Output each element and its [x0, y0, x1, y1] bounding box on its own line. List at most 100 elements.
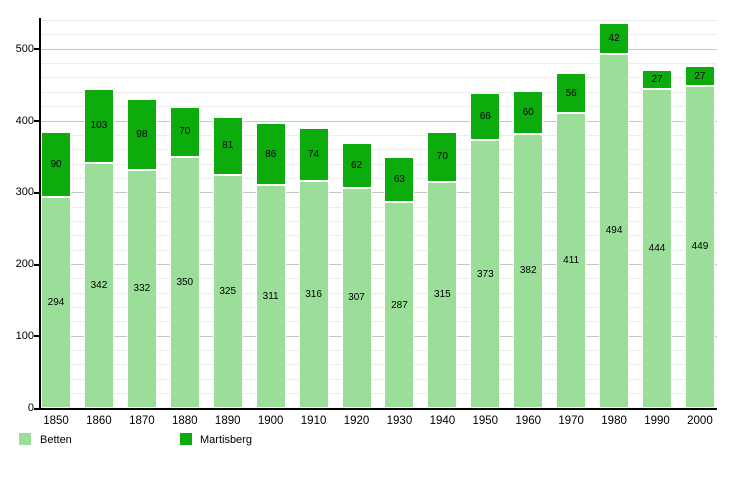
x-axis-tick-label: 1870	[129, 415, 155, 427]
bar-segment-betten	[556, 113, 587, 408]
bar-segment-martisberg	[427, 131, 458, 182]
bar-value-martisberg: 90	[50, 159, 62, 171]
bar-value-betten: 373	[476, 268, 494, 280]
legend-swatch-betten	[19, 433, 31, 445]
bar-segment-martisberg	[599, 23, 630, 54]
y-axis-tick	[34, 263, 40, 266]
bar-value-martisberg: 62	[350, 159, 363, 171]
bar-value-betten: 350	[176, 276, 194, 288]
chart-legend: Betten Martisberg	[0, 433, 750, 449]
y-axis-tick-label: 300	[15, 186, 34, 199]
x-axis-tick-label: 1950	[472, 415, 499, 427]
bar-segment-betten	[83, 162, 114, 408]
bar-value-martisberg: 56	[565, 87, 577, 99]
bar-segment-betten	[684, 85, 715, 408]
y-axis-tick	[34, 335, 40, 338]
bar-segment-betten	[470, 140, 501, 408]
bar-segment-betten	[513, 133, 544, 408]
bar-value-betten: 294	[47, 297, 65, 309]
x-axis-tick-label: 1980	[601, 415, 627, 427]
bar-segment-martisberg	[41, 132, 71, 198]
bar-value-martisberg: 103	[90, 120, 108, 132]
bar-segment-betten	[341, 187, 372, 408]
bar-value-betten: 315	[434, 289, 451, 301]
bar-segment-martisberg	[83, 88, 114, 163]
x-axis-tick-label: 1920	[343, 415, 370, 427]
x-axis-tick-label: 1940	[429, 415, 456, 427]
x-axis-tick-label: 1960	[515, 415, 542, 427]
y-axis-tick-label: 500	[15, 42, 34, 55]
y-axis-tick-label: 400	[15, 114, 34, 127]
bar-value-betten: 311	[262, 290, 279, 302]
bar-value-martisberg: 86	[265, 148, 277, 160]
bar-value-martisberg: 27	[651, 74, 663, 86]
y-axis-tick-label: 200	[15, 258, 34, 270]
bar-value-betten: 382	[519, 265, 537, 277]
bar-segment-betten	[41, 197, 71, 408]
legend-swatch-martisberg	[180, 433, 192, 445]
x-axis-tick-label: 1880	[171, 415, 198, 427]
x-axis-tick-label: 1850	[43, 415, 69, 427]
bar-segment-betten	[126, 169, 157, 408]
y-axis-tick-label: 0	[27, 401, 34, 414]
bar-value-martisberg: 98	[136, 129, 148, 141]
bar-value-martisberg: 60	[522, 106, 534, 118]
bar-value-betten: 411	[563, 255, 580, 267]
bar-segment-martisberg	[212, 116, 243, 175]
x-axis-tick-label: 1900	[257, 415, 284, 427]
bar-segment-betten	[427, 181, 458, 408]
bar-value-martisberg: 66	[479, 111, 491, 123]
bar-segment-martisberg	[684, 66, 715, 86]
x-axis-tick-label: 1970	[558, 415, 584, 427]
bar-segment-betten	[642, 89, 673, 408]
bar-segment-martisberg	[341, 143, 372, 188]
legend-label-martisberg: Martisberg	[200, 434, 252, 446]
x-axis-tick-label: 1860	[86, 415, 112, 427]
bar-value-martisberg: 63	[393, 173, 405, 185]
x-axis-tick-label: 1930	[386, 415, 413, 427]
y-axis-tick	[34, 48, 40, 51]
gridline-minor	[40, 20, 717, 22]
bar-value-martisberg: 42	[608, 32, 620, 44]
x-axis-tick-label: 2000	[687, 415, 713, 427]
bar-segment-martisberg	[470, 93, 501, 141]
bar-value-betten: 332	[133, 283, 151, 295]
bar-value-betten: 494	[605, 225, 623, 237]
bar-value-betten: 449	[691, 241, 709, 253]
bar-segment-betten	[298, 181, 329, 408]
x-axis-tick-label: 1990	[644, 415, 670, 427]
bar-value-betten: 325	[219, 285, 237, 297]
bar-segment-betten	[255, 184, 286, 408]
bar-segment-martisberg	[384, 156, 415, 203]
x-axis-line	[34, 408, 717, 410]
legend-label-betten: Betten	[40, 434, 72, 446]
bar-segment-martisberg	[642, 70, 673, 90]
bar-value-martisberg: 70	[436, 151, 448, 163]
y-axis-line	[39, 18, 41, 410]
bar-segment-martisberg	[556, 72, 587, 114]
bar-value-martisberg: 70	[179, 126, 191, 138]
y-axis-tick	[34, 191, 40, 194]
bar-segment-betten	[169, 156, 200, 408]
bar-value-betten: 307	[348, 292, 365, 304]
bar-value-betten: 444	[648, 243, 666, 255]
y-axis-tick	[34, 120, 40, 122]
bar-segment-martisberg	[298, 128, 329, 182]
bar-segment-betten	[384, 202, 415, 408]
x-axis-tick-label: 1910	[300, 415, 327, 427]
bar-segment-martisberg	[169, 106, 200, 157]
bar-value-martisberg: 27	[694, 70, 706, 82]
bar-segment-martisberg	[126, 99, 157, 170]
bar-value-betten: 316	[305, 289, 322, 301]
bar-segment-betten	[212, 174, 243, 408]
bar-value-betten: 342	[90, 279, 108, 291]
x-axis-tick-label: 1890	[214, 415, 241, 427]
bar-value-betten: 287	[391, 299, 408, 311]
y-axis-tick-label: 100	[15, 329, 34, 342]
bar-value-martisberg: 74	[308, 149, 320, 161]
bar-segment-betten	[599, 53, 630, 408]
bar-value-martisberg: 81	[222, 140, 234, 152]
bar-segment-martisberg	[513, 90, 544, 134]
bar-segment-martisberg	[255, 123, 286, 185]
